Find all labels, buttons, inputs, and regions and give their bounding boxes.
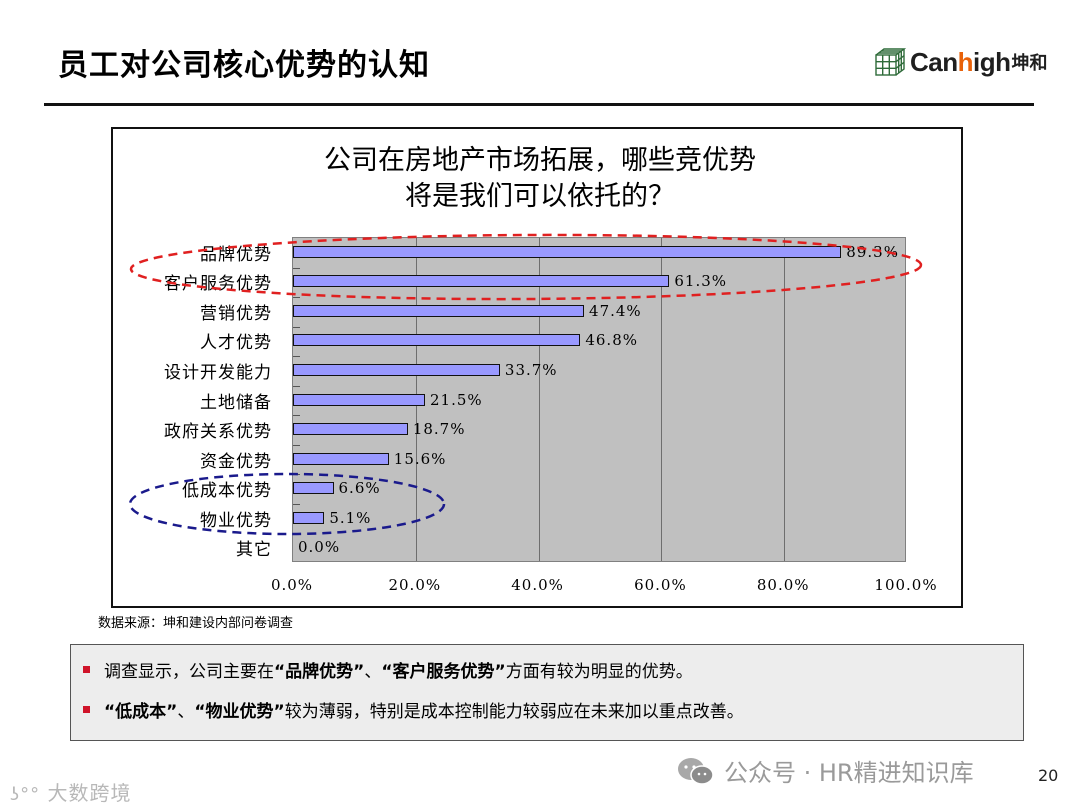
x-tick-label: 40.0% [511,576,564,594]
x-tick-label: 60.0% [634,576,687,594]
x-tick-label: 0.0% [270,576,314,594]
bar-value-label: 47.4% [589,301,642,320]
bar [293,334,581,347]
bar [293,275,670,288]
logo-highlight: h [957,46,974,77]
summary-emphasis: “客户服务优势” [381,662,506,682]
axis-tick [293,503,300,505]
company-logo: Canhigh 坤和 [874,44,1048,80]
bullet-icon [83,666,90,673]
cube-grid-icon [875,48,906,76]
chart-title-line-1: 公司在房地产市场拓展，哪些竞优势 [324,145,756,176]
category-label: 低成本优势 [182,481,272,502]
watermark-right: 公众号 · HR精进知识库 [676,753,974,788]
logo-prefix: Can [910,46,958,77]
category-label: 资金优势 [200,451,272,472]
chart-title-line-2: 将是我们可以依托的？ [405,181,675,212]
category-label: 设计开发能力 [164,362,272,383]
logo-cn: 坤和 [1011,53,1048,74]
gridline [784,238,786,561]
summary-text: 方面有较为明显的优势。 [505,662,693,682]
header-divider [44,103,1034,106]
bar [293,245,842,258]
bar-value-label: 21.5% [430,390,483,409]
watermark-right-text: 公众号 · HR精进知识库 [724,759,974,787]
category-label: 其它 [236,540,272,561]
summary-text: 、 [364,662,382,682]
summary-text: 调查显示，公司主要在 [104,662,274,682]
category-label: 品牌优势 [200,244,272,265]
bar-value-label: 0.0% [298,538,341,557]
axis-tick [293,297,300,299]
axis-tick [293,533,300,535]
logo-suffix: igh [973,46,1011,77]
axis-tick [293,385,300,387]
category-label: 政府关系优势 [164,422,272,443]
category-label: 客户服务优势 [164,274,272,295]
bar [293,452,389,465]
bar-value-label: 61.3% [674,272,728,291]
bar-value-label: 6.6% [338,479,381,498]
summary-text: 、 [177,702,195,722]
watermark-left: ʖ°° 大数跨境 [10,777,132,806]
bar [293,423,408,436]
bar-value-label: 33.7% [504,360,558,379]
axis-tick [293,474,300,476]
summary-item: 调查显示，公司主要在 “品牌优势”、 “客户服务优势” 方面有较为明显的优势。 [83,657,693,682]
category-label: 土地储备 [200,392,272,413]
axis-tick [293,356,300,358]
summary-text: 较为薄弱，特别是成本控制能力较弱应在未来加以重点改善。 [284,702,744,722]
category-label: 物业优势 [200,510,272,531]
axis-tick [293,444,300,446]
bar-value-label: 5.1% [329,508,372,527]
x-tick-label: 80.0% [756,576,810,594]
bar-value-label: 18.7% [412,420,466,439]
bar [293,304,585,317]
bar [293,482,334,495]
bar-value-label: 15.6% [393,449,447,468]
summary-emphasis: “物业优势” [194,702,285,722]
page-number: 20 [1038,766,1059,785]
plot-area: 89.3% 61.3% 47.4% 46.8% 33.7% 21.5% 18.7% 15.6%… [292,237,906,562]
x-tick-label: 100.0% [874,576,938,594]
summary-box: 调查显示，公司主要在 “品牌优势”、 “客户服务优势” 方面有较为明显的优势。 “低成… [70,644,1024,741]
category-label: 人才优势 [200,333,272,354]
gridline [538,238,540,561]
logo-wordmark: Canhigh [910,47,1011,78]
bar [293,363,500,376]
watermark-left-text: 大数跨境 [47,781,132,805]
bar-value-label: 46.8% [585,331,638,350]
axis-tick [293,267,300,269]
gridline [661,238,663,561]
bar-value-label: 89.3% [846,242,899,261]
chart-title: 公司在房地产市场拓展，哪些竞优势 将是我们可以依托的？ [0,143,1080,215]
bar [293,393,425,406]
summary-emphasis: “品牌优势” [274,662,365,682]
summary-item: “低成本”、 “物业优势” 较为薄弱，特别是成本控制能力较弱应在未来加以重点改善。 [83,697,744,722]
axis-tick [293,415,300,417]
axis-tick [293,326,300,328]
x-tick-label: 20.0% [388,576,442,594]
page-title: 员工对公司核心优势的认知 [58,48,430,83]
bar [293,511,325,524]
wechat-icon [678,757,714,785]
summary-emphasis: “低成本” [104,702,178,722]
watermark-logo-icon: ʖ°° [10,784,41,805]
category-label: 营销优势 [200,303,272,324]
bullet-icon [83,706,90,713]
source-note: 数据来源：坤和建设内部问卷调查 [98,616,294,631]
